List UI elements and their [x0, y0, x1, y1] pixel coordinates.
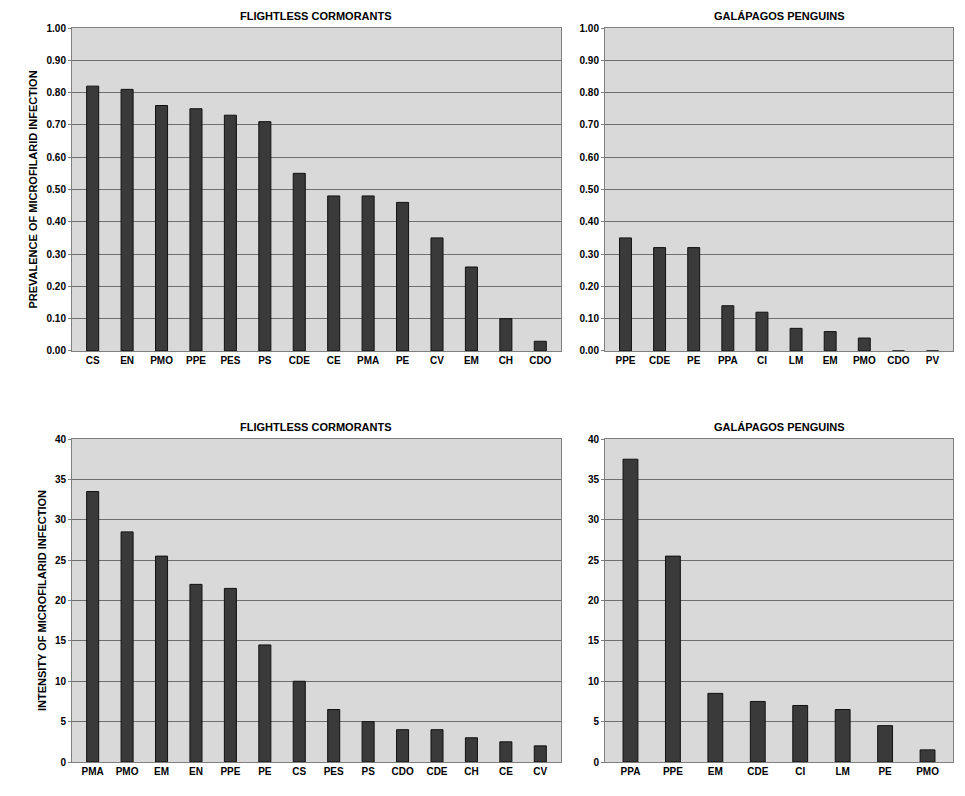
svg-text:25: 25	[588, 555, 600, 566]
svg-text:5: 5	[60, 716, 66, 727]
svg-text:GALÁPAGOS PENGUINS: GALÁPAGOS PENGUINS	[714, 10, 845, 22]
svg-text:EN: EN	[120, 355, 134, 366]
svg-text:40: 40	[55, 434, 67, 445]
svg-text:CS: CS	[86, 355, 100, 366]
svg-text:PMA: PMA	[82, 766, 104, 777]
svg-text:CV: CV	[430, 355, 444, 366]
svg-text:CDO: CDO	[529, 355, 551, 366]
svg-text:0.20: 0.20	[580, 281, 600, 292]
svg-text:PMO: PMO	[916, 766, 939, 777]
svg-text:CDE: CDE	[747, 766, 768, 777]
svg-text:30: 30	[55, 514, 67, 525]
svg-text:0.40: 0.40	[580, 216, 600, 227]
svg-text:PPA: PPA	[621, 766, 641, 777]
svg-text:0.80: 0.80	[580, 87, 600, 98]
svg-text:LM: LM	[789, 355, 803, 366]
svg-text:CE: CE	[327, 355, 341, 366]
svg-text:30: 30	[588, 514, 600, 525]
svg-text:CH: CH	[499, 355, 513, 366]
svg-text:PES: PES	[220, 355, 240, 366]
svg-text:0.60: 0.60	[580, 152, 600, 163]
svg-text:FLIGHTLESS CORMORANTS: FLIGHTLESS CORMORANTS	[240, 421, 392, 433]
svg-text:5: 5	[593, 716, 599, 727]
svg-text:PS: PS	[258, 355, 272, 366]
svg-text:0.90: 0.90	[580, 55, 600, 66]
svg-text:PPE: PPE	[663, 766, 683, 777]
svg-text:25: 25	[55, 555, 67, 566]
svg-text:CDE: CDE	[649, 355, 670, 366]
svg-text:0.30: 0.30	[47, 249, 67, 260]
svg-text:20: 20	[588, 595, 600, 606]
svg-text:GALÁPAGOS PENGUINS: GALÁPAGOS PENGUINS	[714, 421, 845, 433]
svg-text:1.00: 1.00	[47, 23, 67, 34]
svg-text:CH: CH	[464, 766, 478, 777]
svg-text:35: 35	[55, 474, 67, 485]
svg-text:EM: EM	[823, 355, 838, 366]
svg-text:EN: EN	[189, 766, 203, 777]
svg-text:CV: CV	[533, 766, 547, 777]
svg-text:PPE: PPE	[186, 355, 206, 366]
svg-text:0.30: 0.30	[580, 249, 600, 260]
svg-text:0.60: 0.60	[47, 152, 67, 163]
svg-text:PE: PE	[396, 355, 410, 366]
svg-text:FLIGHTLESS CORMORANTS: FLIGHTLESS CORMORANTS	[240, 10, 392, 22]
svg-text:15: 15	[588, 635, 600, 646]
svg-text:EM: EM	[708, 766, 723, 777]
svg-text:0.00: 0.00	[580, 345, 600, 356]
svg-text:CE: CE	[499, 766, 513, 777]
svg-text:0.00: 0.00	[47, 345, 67, 356]
svg-text:CDE: CDE	[426, 766, 447, 777]
svg-text:35: 35	[588, 474, 600, 485]
svg-text:CDO: CDO	[887, 355, 909, 366]
svg-text:0.70: 0.70	[580, 119, 600, 130]
svg-text:PPE: PPE	[220, 766, 240, 777]
svg-text:PMO: PMO	[150, 355, 173, 366]
svg-text:LM: LM	[835, 766, 849, 777]
svg-text:EM: EM	[464, 355, 479, 366]
svg-text:0.50: 0.50	[47, 184, 67, 195]
svg-text:10: 10	[55, 676, 67, 687]
svg-text:0.10: 0.10	[580, 313, 600, 324]
svg-text:PV: PV	[926, 355, 940, 366]
svg-text:1.00: 1.00	[580, 23, 600, 34]
svg-text:CI: CI	[795, 766, 805, 777]
svg-text:20: 20	[55, 595, 67, 606]
svg-text:CDO: CDO	[391, 766, 413, 777]
svg-text:0.80: 0.80	[47, 87, 67, 98]
svg-text:PE: PE	[258, 766, 272, 777]
svg-text:PS: PS	[361, 766, 375, 777]
svg-text:INTENSITY OF MICROFILARID INFE: INTENSITY OF MICROFILARID INFECTION	[36, 490, 48, 711]
svg-text:PMO: PMO	[116, 766, 139, 777]
svg-text:PES: PES	[324, 766, 344, 777]
svg-text:PMO: PMO	[853, 355, 876, 366]
svg-text:0.10: 0.10	[47, 313, 67, 324]
svg-text:PPA: PPA	[718, 355, 738, 366]
svg-text:0.90: 0.90	[47, 55, 67, 66]
svg-text:0.50: 0.50	[580, 184, 600, 195]
svg-text:15: 15	[55, 635, 67, 646]
svg-text:0: 0	[593, 757, 599, 768]
svg-text:0.40: 0.40	[47, 216, 67, 227]
svg-text:0: 0	[60, 757, 66, 768]
svg-text:PE: PE	[878, 766, 892, 777]
svg-text:0.70: 0.70	[47, 119, 67, 130]
svg-text:PE: PE	[687, 355, 701, 366]
svg-text:40: 40	[588, 434, 600, 445]
svg-text:CDE: CDE	[289, 355, 310, 366]
svg-text:PMA: PMA	[357, 355, 379, 366]
svg-text:EM: EM	[154, 766, 169, 777]
svg-text:CS: CS	[292, 766, 306, 777]
svg-text:0.20: 0.20	[47, 281, 67, 292]
svg-text:PPE: PPE	[615, 355, 635, 366]
svg-text:10: 10	[588, 676, 600, 687]
svg-text:PREVALENCE OF MICROFILARID INF: PREVALENCE OF MICROFILARID INFECTION	[27, 70, 39, 308]
svg-text:CI: CI	[757, 355, 767, 366]
